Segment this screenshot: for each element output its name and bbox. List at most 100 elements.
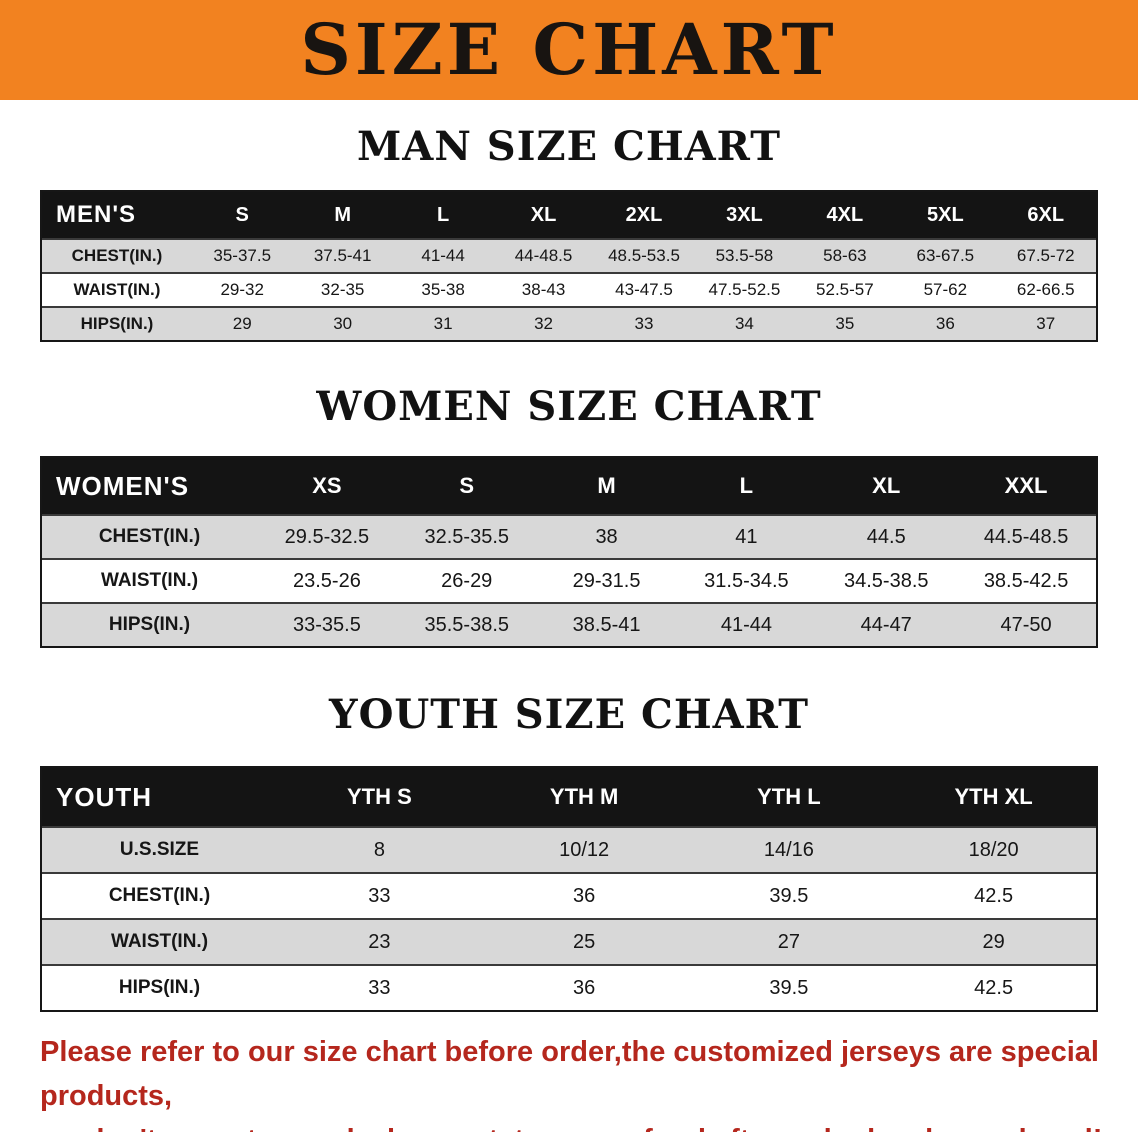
size-column-header: M	[597, 473, 616, 498]
size-value: 38-43	[521, 280, 566, 299]
size-value: 42.5	[974, 884, 1014, 907]
table-row: HIPS(IN.) 29 30 31 32 33 34 35 36 37	[42, 306, 1096, 340]
size-value: 29-32	[220, 280, 264, 299]
size-value: 41	[735, 525, 758, 548]
size-value: 44.5-48.5	[983, 525, 1069, 548]
size-value: 38.5-42.5	[983, 569, 1069, 592]
size-value: 33	[368, 884, 391, 907]
size-column-header: XS	[312, 473, 342, 498]
size-column-header: YTH L	[757, 784, 821, 809]
size-column-header: L	[739, 473, 754, 498]
size-value: 32.5-35.5	[424, 525, 509, 548]
size-value: 8	[373, 838, 385, 861]
size-value: 33-35.5	[292, 613, 361, 636]
size-value: 57-62	[923, 280, 968, 299]
size-value: 35.5-38.5	[424, 613, 509, 636]
size-value: 48.5-53.5	[608, 246, 680, 265]
table-row: WAIST(IN.) 23.5-26 26-29 29-31.5 31.5-34.5 34…	[42, 558, 1096, 602]
size-column-header: L	[436, 203, 450, 226]
table-row: WAIST(IN.) 23 25 27 29	[42, 918, 1096, 964]
table-row: HIPS(IN.) 33-35.5 35.5-38.5 38.5-41 41-44 44-…	[42, 602, 1096, 646]
measurement-label: WAIST(IN.)	[100, 570, 199, 591]
size-value: 43-47.5	[615, 280, 673, 299]
size-column-header: YTH S	[346, 784, 412, 809]
table-row: U.S.SIZE 8 10/12 14/16 18/20	[42, 826, 1096, 872]
size-value: 41-44	[720, 613, 772, 636]
table-row: WAIST(IN.) 29-32 32-35 35-38 38-43 43-47.5 47.…	[42, 272, 1096, 306]
size-value: 30	[333, 314, 353, 333]
size-value: 35-38	[421, 280, 465, 299]
size-column-header: 2XL	[625, 203, 663, 226]
size-value: 31.5-34.5	[704, 569, 789, 592]
size-column-header: 6XL	[1027, 203, 1065, 226]
table-row: CHEST(IN.) 29.5-32.5 32.5-35.5 38 41 44.5 44.5…	[42, 514, 1096, 558]
size-value: 38.5-41	[572, 613, 641, 636]
measurement-label: CHEST(IN.)	[71, 246, 163, 265]
size-value: 47-50	[1000, 613, 1052, 636]
size-value: 33	[368, 976, 391, 999]
size-value: 52.5-57	[816, 280, 874, 299]
size-column-header: XL	[872, 473, 901, 498]
size-value: 41-44	[421, 246, 465, 265]
measurement-label: U.S.SIZE	[119, 839, 200, 860]
page-title: SIZE CHART	[300, 8, 838, 91]
size-value: 31	[433, 314, 453, 333]
size-value: 37.5-41	[313, 246, 372, 265]
measurement-label: CHEST(IN.)	[108, 885, 211, 906]
size-chart-banner: SIZE CHART	[0, 0, 1138, 100]
size-value: 34	[734, 314, 754, 333]
size-column-header: S	[235, 203, 249, 226]
size-column-header: XXL	[1004, 473, 1048, 498]
size-column-header: 5XL	[926, 203, 964, 226]
measurement-label: HIPS(IN.)	[108, 614, 191, 635]
disclaimer-line-2: we don't accept cancel, change, teturn o…	[40, 1118, 1108, 1132]
size-value: 29.5-32.5	[284, 525, 370, 548]
table-header-row: MEN'S S M L XL 2XL 3XL 4XL 5XL 6XL	[42, 192, 1096, 238]
size-value: 23	[368, 930, 391, 953]
mens-size-table: MEN'S S M L XL 2XL 3XL 4XL 5XL 6XL CHEST(IN.) 35-37…	[40, 190, 1098, 342]
table-corner-label: YOUTH	[56, 781, 152, 812]
disclaimer-line-1: Please refer to our size chart before or…	[40, 1036, 1099, 1112]
size-value: 18/20	[968, 838, 1019, 861]
size-column-header: YTH M	[549, 784, 619, 809]
size-value: 29	[982, 930, 1005, 953]
youth-section: YOUTH SIZE CHART YOUTH YTH S YTH M YTH L YTH…	[0, 692, 1138, 1012]
size-value: 36	[573, 976, 596, 999]
measurement-label: HIPS(IN.)	[118, 977, 201, 998]
womens-size-table: WOMEN'S XS S M L XL XXL CHEST(IN.) 29.5-32.5 32.5…	[40, 456, 1098, 648]
womens-section: WOMEN SIZE CHART WOMEN'S XS S M L XL XXL CHEST(…	[0, 384, 1138, 648]
size-value: 36	[935, 314, 955, 333]
size-column-header: S	[459, 473, 475, 498]
size-value: 26-29	[441, 569, 493, 592]
youth-section-heading: YOUTH SIZE CHART	[329, 691, 809, 738]
measurement-label: CHEST(IN.)	[98, 526, 201, 547]
size-value: 39.5	[769, 976, 809, 999]
size-value: 58-63	[823, 246, 867, 265]
size-value: 36	[573, 884, 596, 907]
size-value: 42.5	[974, 976, 1014, 999]
size-value: 34.5-38.5	[843, 569, 929, 592]
size-value: 44.5	[866, 525, 906, 548]
size-value: 63-67.5	[916, 246, 975, 265]
table-corner-label: WOMEN'S	[56, 470, 190, 501]
table-header-row: YOUTH YTH S YTH M YTH L YTH XL	[42, 768, 1096, 826]
size-value: 53.5-58	[715, 246, 774, 265]
size-value: 44-47	[860, 613, 912, 636]
size-value: 47.5-52.5	[708, 280, 781, 299]
table-row: CHEST(IN.) 33 36 39.5 42.5	[42, 872, 1096, 918]
size-value: 37	[1036, 314, 1056, 333]
size-value: 33	[634, 314, 654, 333]
table-header-row: WOMEN'S XS S M L XL XXL	[42, 458, 1096, 514]
size-value: 32-35	[320, 280, 365, 299]
size-column-header: 3XL	[726, 203, 763, 226]
size-value: 35-37.5	[213, 246, 272, 265]
size-value: 62-66.5	[1016, 280, 1075, 299]
mens-section: MAN SIZE CHART MEN'S S M L XL 2XL 3XL 4XL 5XL 6XL…	[0, 124, 1138, 342]
size-value: 29	[232, 314, 252, 333]
size-column-header: 4XL	[826, 203, 864, 226]
size-value: 25	[573, 930, 596, 953]
size-value: 38	[595, 525, 618, 548]
measurement-label: WAIST(IN.)	[73, 280, 161, 299]
size-column-header: XL	[530, 203, 557, 226]
size-value: 29-31.5	[572, 569, 641, 592]
